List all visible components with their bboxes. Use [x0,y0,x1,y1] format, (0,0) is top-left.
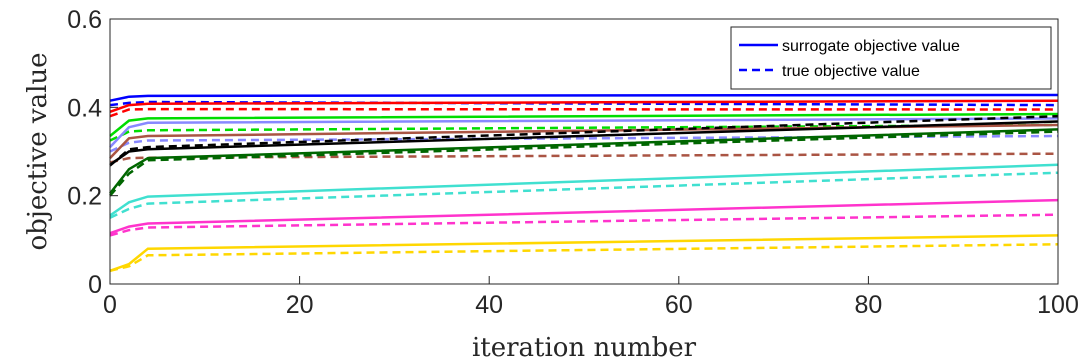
series-4-true-line [109,152,1059,164]
y-tick-label: 0.6 [67,6,102,34]
series-0-true-line [109,100,1059,107]
x-tick-label: 40 [475,291,503,319]
series-7-true-line [109,171,1059,219]
series-1-true-line [109,107,1059,118]
x-tick-label: 80 [854,291,882,319]
x-tick-label: 100 [1037,291,1079,319]
series-2-true-line [109,123,1059,142]
series-9-true-line [109,243,1059,273]
series-6-true-line [109,130,1059,197]
y-tick-label: 0.2 [67,183,102,211]
legend-label-true: true objective value [782,63,920,80]
y-axis-label: objective value [23,52,53,250]
series-6-surrogate-line [109,128,1059,195]
series-2-surrogate-line [109,112,1059,137]
x-tick-label: 20 [286,291,314,319]
series-0-surrogate-line [109,93,1059,102]
series-layer [109,93,1059,273]
legend-label-surrogate: surrogate objective value [782,38,960,55]
series-5-true-line [109,114,1059,167]
x-axis-label: iteration number [472,333,697,363]
series-7-surrogate-line [109,163,1059,217]
series-5-surrogate-line [109,120,1059,166]
plot-area-frame [109,18,1059,285]
x-tick-label: 60 [665,291,693,319]
series-9-surrogate-line [109,234,1059,272]
axis-ticks: 0 20 40 60 80 100 0 0.2 0.4 0.6 [67,6,1079,319]
y-tick-label: 0.4 [67,94,102,122]
legend: surrogate objective value true objective… [730,26,1052,90]
series-3-surrogate-line [109,117,1059,148]
series-1-surrogate-line [109,99,1059,113]
y-tick-label: 0 [88,271,102,299]
series-8-true-line [109,213,1059,237]
series-8-surrogate-line [109,198,1059,235]
legend-box [730,26,1052,90]
x-tick-label: 0 [103,291,117,319]
series-3-true-line [109,134,1059,153]
